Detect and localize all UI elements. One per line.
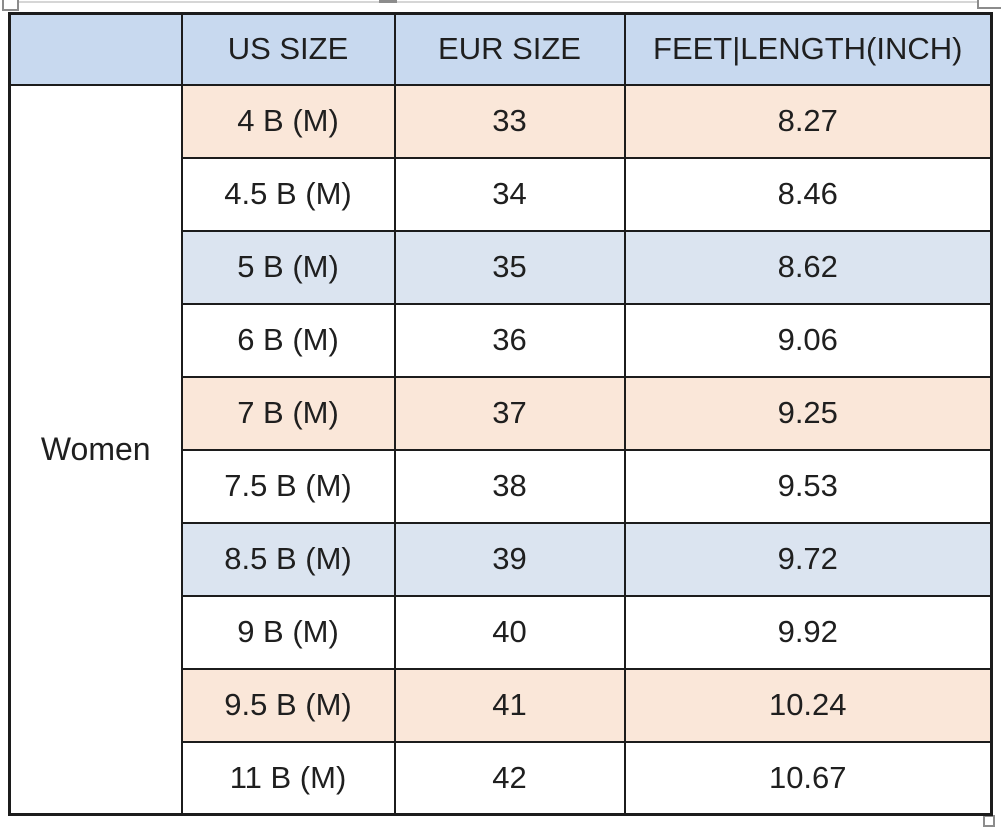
table-body: Women 4 B (M) 33 8.27 4.5 B (M) 34 8.46 5 B (M)… — [8, 83, 993, 816]
cell-feet-length-inch: 10.67 — [623, 740, 993, 816]
cell-us-size: 4 B (M) — [180, 83, 396, 159]
cell-us-size: 9 B (M) — [180, 594, 396, 670]
size-chart-table: US SIZE EUR SIZE FEET|LENGTH(INCH) Women… — [8, 12, 993, 816]
cell-feet-length-inch: 8.62 — [623, 229, 993, 305]
resize-handle-top-mid[interactable] — [379, 0, 397, 3]
cell-feet-length-inch: 9.72 — [623, 521, 993, 597]
table-row: 9.5 B (M) 41 10.24 — [10, 667, 993, 743]
cell-us-size: 11 B (M) — [180, 740, 396, 816]
cell-us-size: 5 B (M) — [180, 229, 396, 305]
cell-eur-size: 40 — [393, 594, 626, 670]
table-row: 9 B (M) 40 9.92 — [10, 594, 993, 670]
table-row: 7.5 B (M) 38 9.53 — [10, 448, 993, 524]
cell-eur-size: 33 — [393, 83, 626, 159]
cell-eur-size: 41 — [393, 667, 626, 743]
resize-handle-bottom-right[interactable] — [983, 815, 995, 827]
cell-us-size: 9.5 B (M) — [180, 667, 396, 743]
table-row: 11 B (M) 42 10.67 — [10, 740, 993, 816]
cell-eur-size: 39 — [393, 521, 626, 597]
header-cell-feet-length: FEET|LENGTH(INCH) — [623, 12, 993, 86]
cell-us-size: 8.5 B (M) — [180, 521, 396, 597]
cell-feet-length-inch: 9.25 — [623, 375, 993, 451]
table-row: 7 B (M) 37 9.25 — [10, 375, 993, 451]
header-cell-empty — [8, 12, 183, 86]
table-row: 8.5 B (M) 39 9.72 — [10, 521, 993, 597]
header-cell-us-size: US SIZE — [180, 12, 396, 86]
cell-eur-size: 38 — [393, 448, 626, 524]
table-row: 4.5 B (M) 34 8.46 — [10, 156, 993, 232]
cell-us-size: 6 B (M) — [180, 302, 396, 378]
cell-feet-length-inch: 10.24 — [623, 667, 993, 743]
cell-eur-size: 34 — [393, 156, 626, 232]
resize-handle-top-right[interactable] — [977, 0, 1001, 9]
selection-outline-top — [12, 1, 978, 3]
resize-handle-top-left[interactable] — [2, 0, 19, 11]
group-cell-women: Women — [8, 83, 183, 816]
cell-feet-length-inch: 9.92 — [623, 594, 993, 670]
table-row: 5 B (M) 35 8.62 — [10, 229, 993, 305]
cell-feet-length-inch: 9.53 — [623, 448, 993, 524]
cell-us-size: 4.5 B (M) — [180, 156, 396, 232]
cell-feet-length-inch: 8.27 — [623, 83, 993, 159]
header-cell-eur-size: EUR SIZE — [393, 12, 626, 86]
cell-us-size: 7.5 B (M) — [180, 448, 396, 524]
table-row: 6 B (M) 36 9.06 — [10, 302, 993, 378]
cell-eur-size: 37 — [393, 375, 626, 451]
cell-feet-length-inch: 9.06 — [623, 302, 993, 378]
cell-feet-length-inch: 8.46 — [623, 156, 993, 232]
header-row: US SIZE EUR SIZE FEET|LENGTH(INCH) — [8, 12, 993, 86]
table-row: Women 4 B (M) 33 8.27 — [8, 83, 993, 816]
cell-eur-size: 35 — [393, 229, 626, 305]
cell-us-size: 7 B (M) — [180, 375, 396, 451]
cell-eur-size: 42 — [393, 740, 626, 816]
cell-eur-size: 36 — [393, 302, 626, 378]
